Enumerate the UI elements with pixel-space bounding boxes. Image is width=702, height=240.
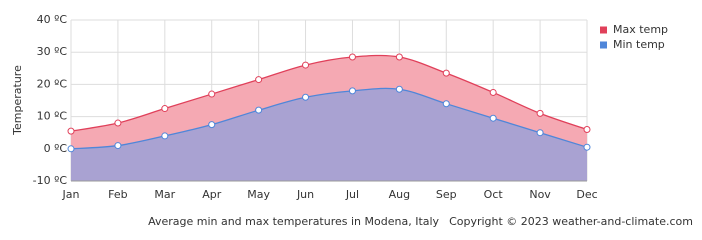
x-tick-label: Mar: [154, 188, 175, 201]
x-tick-label: Jun: [296, 188, 314, 201]
y-tick-label: -10 ºC: [33, 174, 68, 187]
point: [583, 125, 591, 133]
legend-swatch: [600, 26, 607, 34]
point: [67, 127, 75, 135]
chart: Temperature Average min and max temperat…: [11, 13, 693, 228]
point: [395, 85, 403, 93]
x-tick-label: Nov: [529, 188, 551, 201]
caption: Average min and max temperatures in Mode…: [148, 215, 439, 228]
legend-label: Min temp: [613, 38, 665, 51]
point: [489, 114, 497, 122]
point: [395, 53, 403, 61]
y-tick-label: 30 ºC: [37, 45, 68, 58]
point: [114, 142, 122, 150]
x-tick-label: Apr: [202, 188, 222, 201]
x-tick-label: Sep: [436, 188, 457, 201]
series-line: [70, 54, 588, 132]
y-tick-label: 20 ºC: [37, 77, 68, 90]
x-tick-label: May: [247, 188, 270, 201]
point: [255, 106, 263, 114]
point: [302, 61, 310, 69]
point: [161, 105, 169, 113]
y-tick-label: 10 ºC: [37, 110, 68, 123]
point: [208, 121, 216, 129]
point: [67, 145, 75, 153]
area-fill: [71, 88, 587, 181]
x-tick-label: Feb: [108, 188, 127, 201]
x-tick-label: Aug: [389, 188, 410, 201]
legend-swatch: [600, 41, 607, 49]
point: [114, 119, 122, 127]
x-tick-label: Oct: [484, 188, 504, 201]
x-tick-label: Dec: [576, 188, 597, 201]
point: [583, 143, 591, 151]
point: [536, 109, 544, 117]
point: [302, 93, 310, 101]
point: [348, 53, 356, 61]
point: [348, 87, 356, 95]
y-tick-label: 0 ºC: [44, 142, 68, 155]
x-tick-label: Jan: [62, 188, 80, 201]
point: [489, 88, 497, 96]
point: [442, 100, 450, 108]
x-tick-label: Jul: [345, 188, 359, 201]
point: [208, 90, 216, 98]
legend-label: Max temp: [613, 23, 668, 36]
copyright: Copyright © 2023 weather-and-climate.com: [449, 215, 693, 228]
point: [161, 132, 169, 140]
series-line: [70, 87, 588, 150]
point: [536, 129, 544, 137]
y-axis-label: Temperature: [11, 65, 24, 136]
y-tick-label: 40 ºC: [37, 13, 68, 26]
point: [255, 76, 263, 84]
point: [442, 69, 450, 77]
